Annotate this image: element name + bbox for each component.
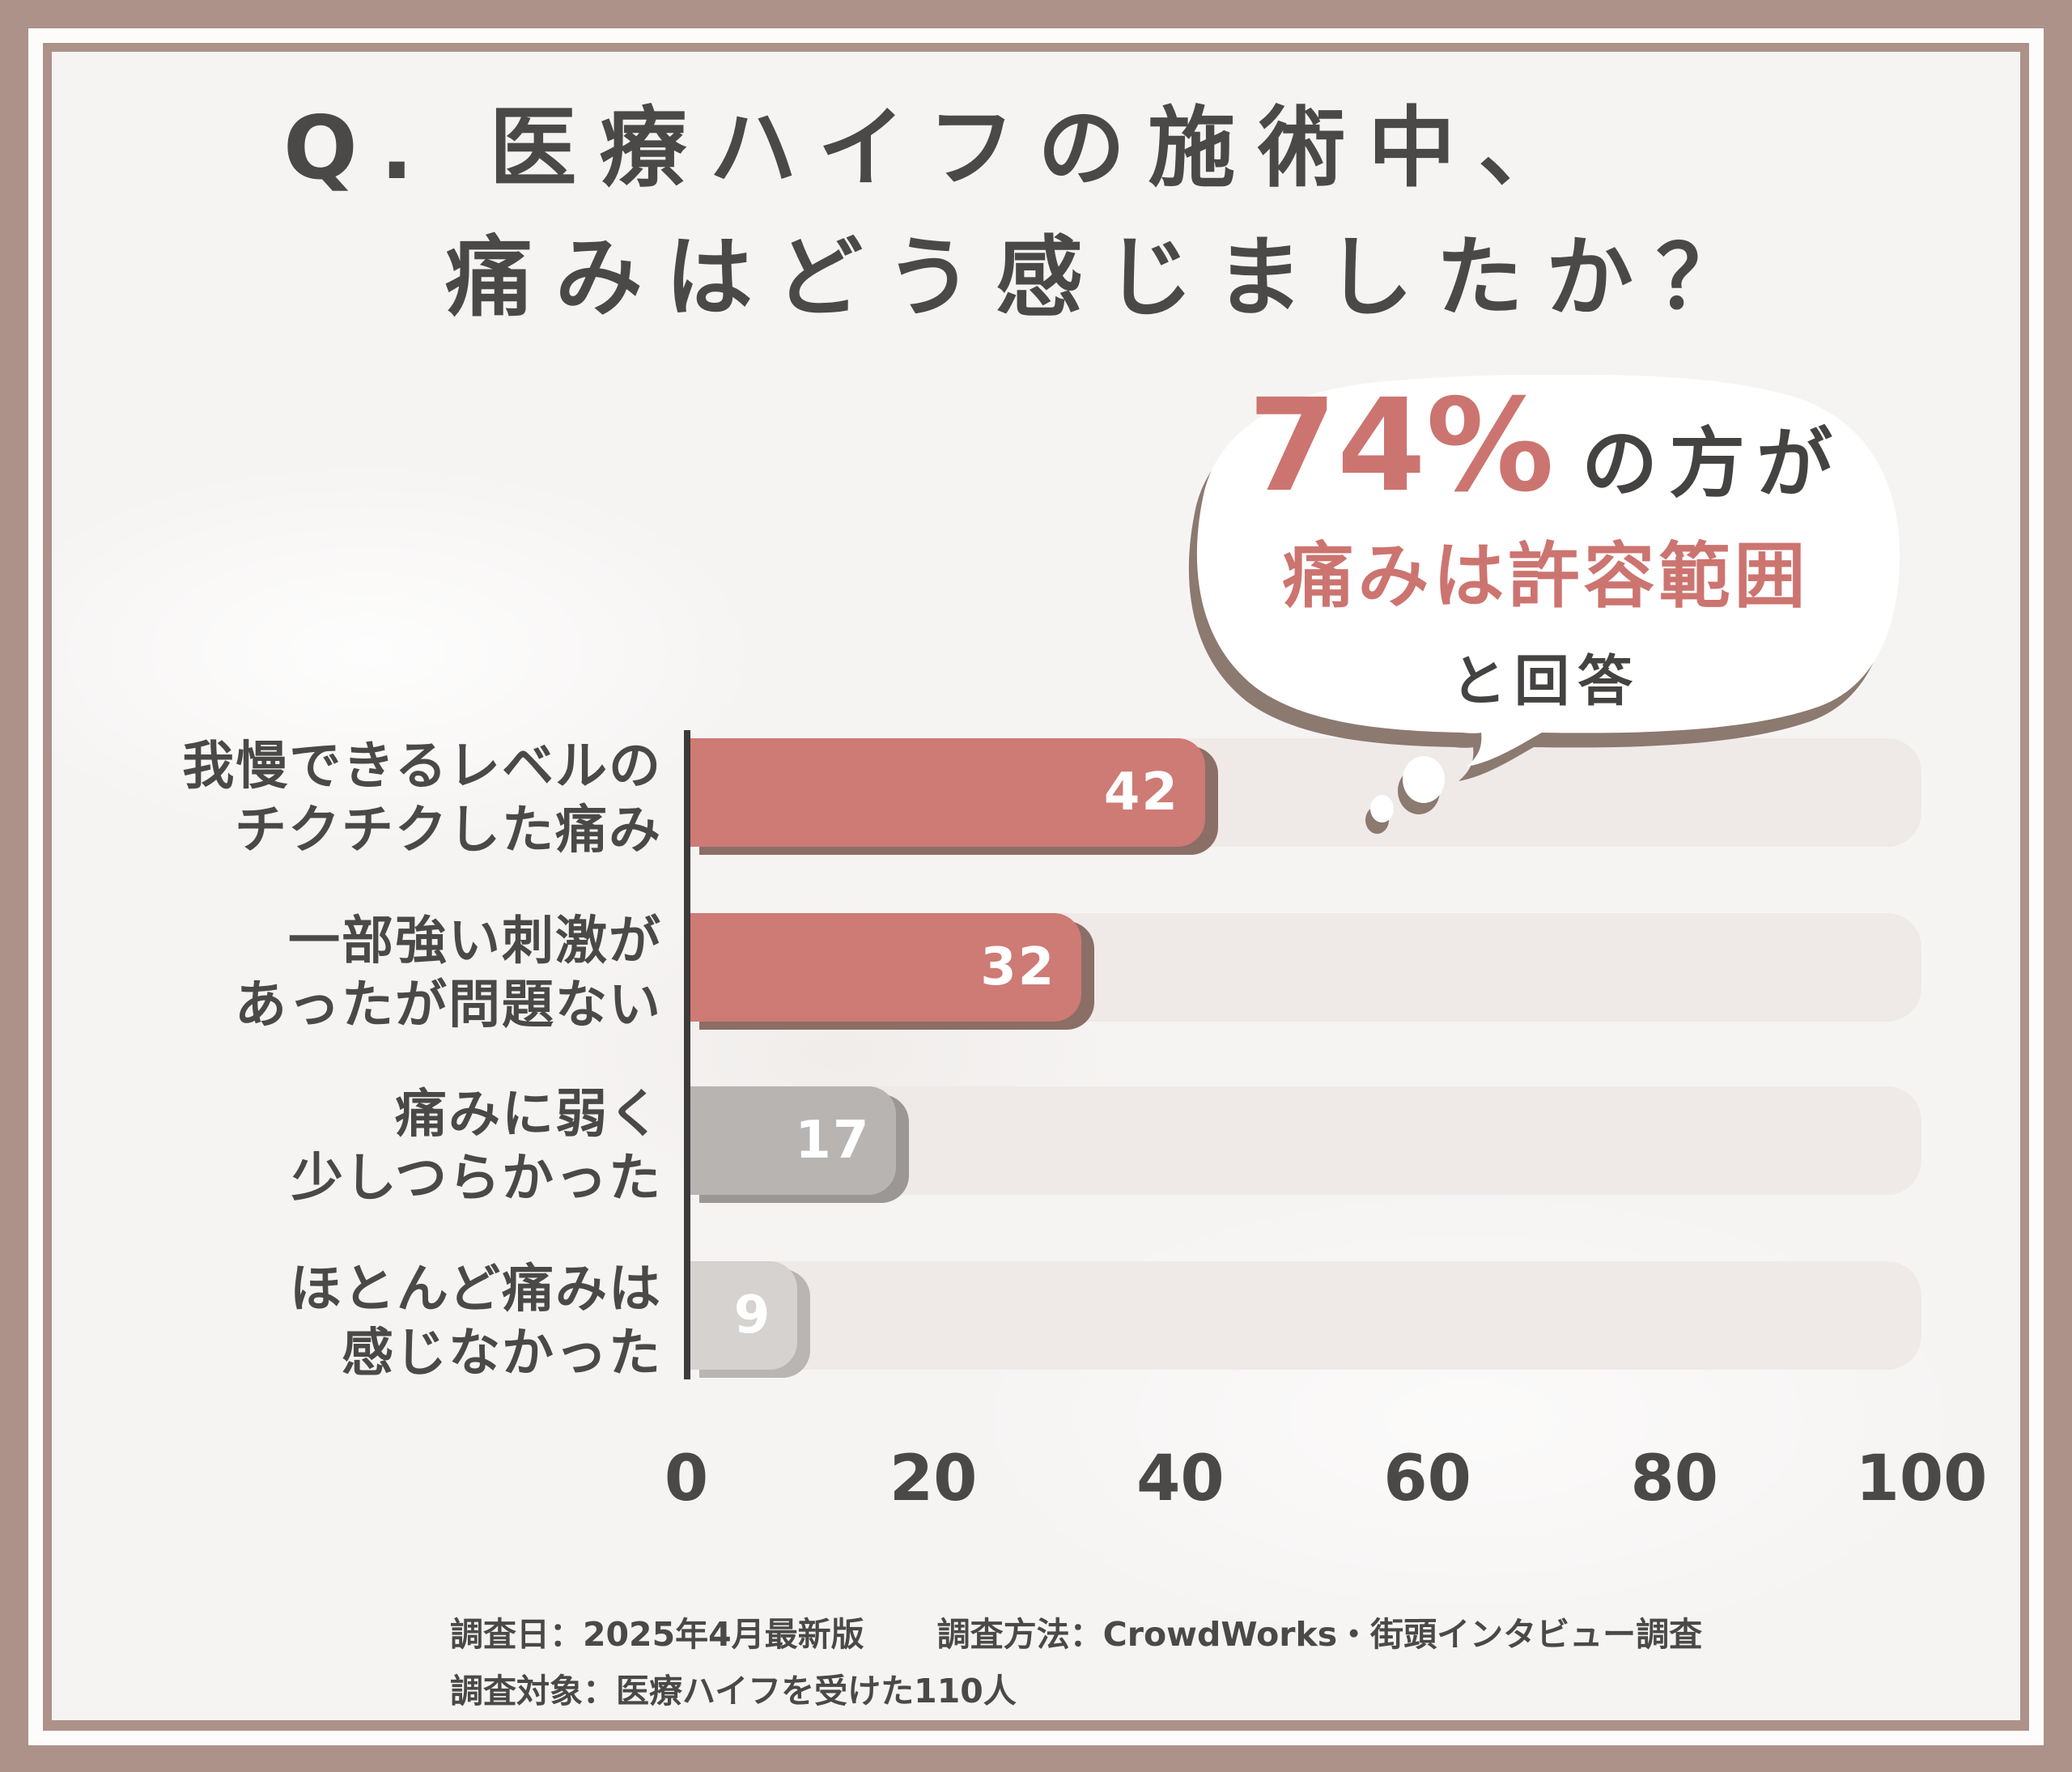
thought-dot-small bbox=[1370, 795, 1394, 822]
bar-value: 32 bbox=[980, 937, 1056, 997]
bubble-line1: 74% の方が bbox=[1247, 372, 1845, 521]
bar-track: 42 bbox=[686, 738, 1921, 847]
content-background bbox=[52, 52, 2020, 1720]
category-label-line: 少しつらかった bbox=[291, 1149, 662, 1209]
speech-bubble-shape bbox=[1196, 375, 1900, 767]
category-label-line: あったが問題ない bbox=[235, 975, 662, 1035]
survey-date: 調査日：2025年4月最新版 bbox=[450, 1615, 864, 1654]
survey-target: 調査対象：医療ハイフを受けた110人 bbox=[450, 1672, 1017, 1710]
page-title: Q. 医療ハイフの施術中、 痛みはどう感じましたか？ bbox=[283, 84, 1766, 343]
x-axis-ticks: 0 20 40 60 80 100 bbox=[664, 1443, 1988, 1515]
page-title-line1: Q. 医療ハイフの施術中、 bbox=[283, 98, 1589, 199]
bar-track: 17 bbox=[686, 1086, 1921, 1195]
speech-bubble: 74% の方が 痛みは許容範囲 と回答 bbox=[1178, 368, 1914, 810]
bubble-highlight-text: 痛みは許容範囲 bbox=[1282, 533, 1810, 618]
bar-value: 42 bbox=[1103, 763, 1179, 822]
survey-method: 調査方法：CrowdWorks・街頭インタビュー調査 bbox=[936, 1615, 1703, 1654]
category-label-line: チクチクした痛み bbox=[235, 801, 662, 861]
category-label: ほとんど痛みは 感じなかった bbox=[47, 1258, 662, 1386]
category-label: 痛みに弱く 少しつらかった bbox=[47, 1083, 662, 1211]
category-label-line: ほとんど痛みは bbox=[289, 1260, 662, 1319]
x-tick: 100 bbox=[1855, 1443, 1988, 1515]
bar-track: 32 bbox=[686, 913, 1921, 1022]
category-label: 一部強い刺激が あったが問題ない bbox=[47, 910, 662, 1038]
percent-suffix: の方が bbox=[1582, 420, 1845, 508]
bar-weak-to-pain: 17 bbox=[686, 1086, 897, 1195]
survey-notes: 調査日：2025年4月最新版 調査方法：CrowdWorks・街頭インタビュー調査… bbox=[450, 1606, 1702, 1719]
x-tick: 40 bbox=[1136, 1443, 1225, 1515]
page-title-line2: 痛みはどう感じましたか？ bbox=[445, 227, 1767, 329]
bar-almost-no-pain: 9 bbox=[686, 1261, 798, 1370]
thought-dot-large bbox=[1403, 756, 1445, 803]
y-axis-line bbox=[684, 730, 690, 1379]
percent-value: 74% bbox=[1247, 372, 1555, 521]
bubble-answer-text: と回答 bbox=[1450, 649, 1641, 714]
bar-strong-stimulus-ok: 32 bbox=[686, 913, 1082, 1022]
x-tick: 60 bbox=[1383, 1443, 1471, 1515]
category-label-line: 感じなかった bbox=[342, 1324, 662, 1383]
category-label-line: 一部強い刺激が bbox=[288, 911, 662, 971]
survey-notes-line1: 調査日：2025年4月最新版 調査方法：CrowdWorks・街頭インタビュー調査 bbox=[450, 1606, 1702, 1663]
category-label-line: 我慢できるレベルの bbox=[182, 737, 662, 797]
category-label-line: 痛みに弱く bbox=[395, 1085, 662, 1145]
bar-tolerable-pain: 42 bbox=[686, 738, 1205, 847]
x-tick: 80 bbox=[1630, 1443, 1719, 1515]
bar-track: 9 bbox=[686, 1261, 1921, 1370]
bar-value: 9 bbox=[733, 1285, 772, 1345]
x-tick: 20 bbox=[889, 1443, 978, 1515]
category-label: 我慢できるレベルの チクチクした痛み bbox=[47, 735, 662, 863]
bar-value: 17 bbox=[795, 1111, 871, 1171]
x-tick: 0 bbox=[664, 1443, 709, 1515]
speech-bubble-text: 74% の方が 痛みは許容範囲 と回答 bbox=[1178, 368, 1914, 773]
